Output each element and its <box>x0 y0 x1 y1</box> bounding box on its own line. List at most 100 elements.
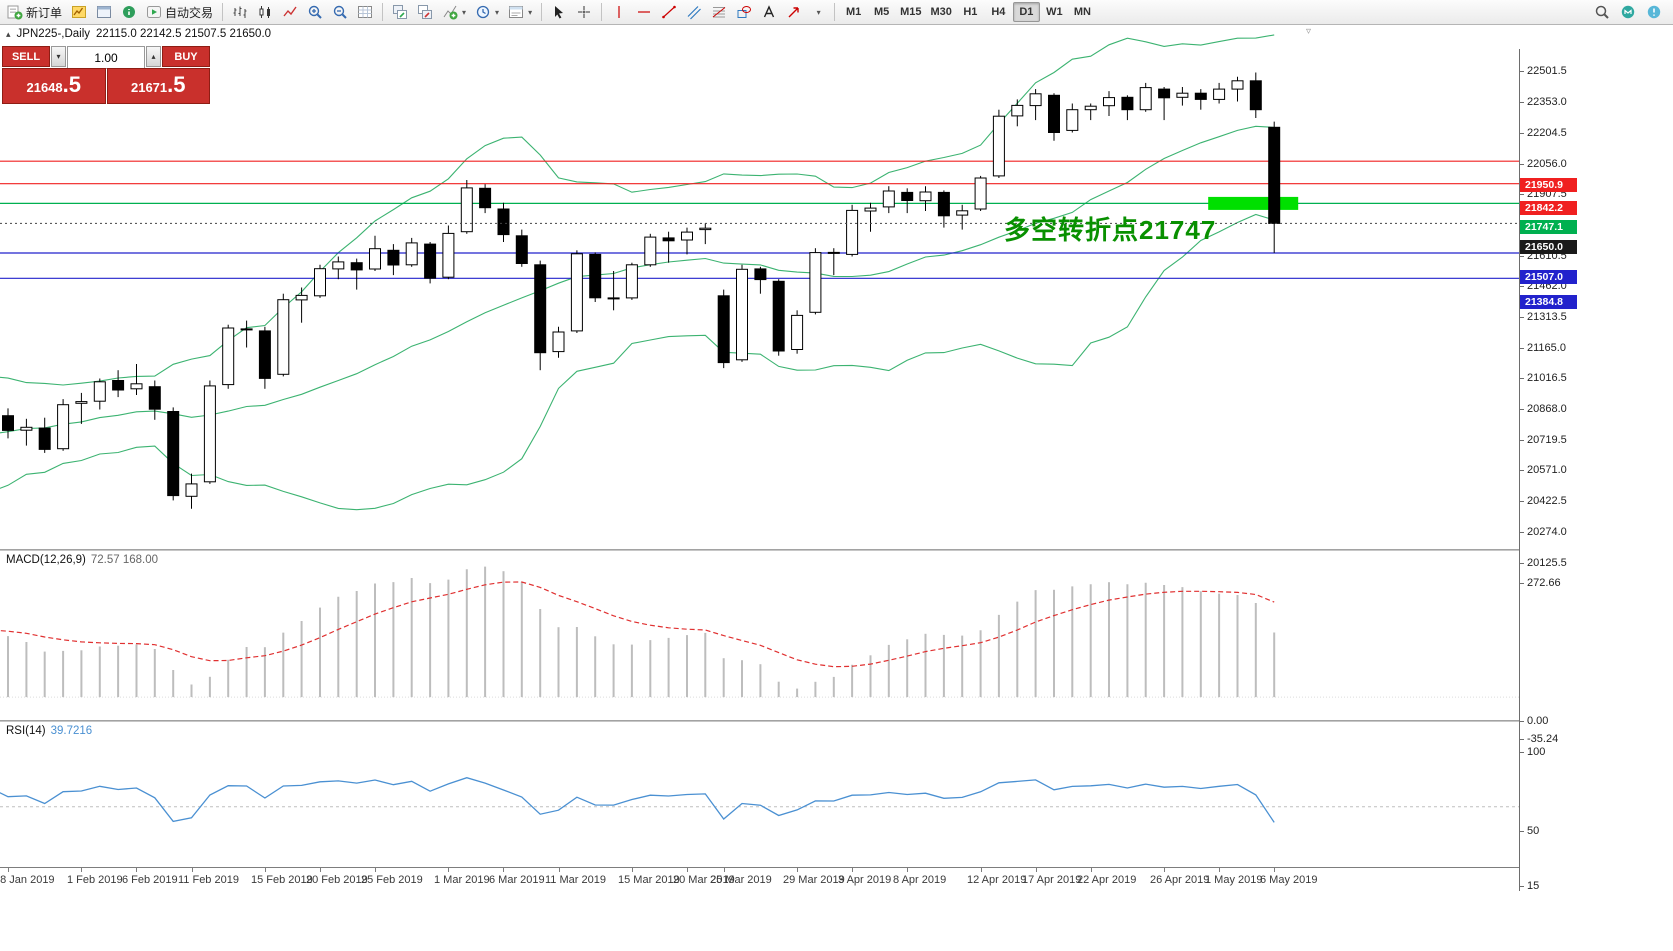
buy-button[interactable]: BUY <box>162 46 210 67</box>
timeframe-m5-button[interactable]: M5 <box>868 2 895 22</box>
date-tick <box>192 868 193 872</box>
toolbar-separator <box>382 3 384 21</box>
timeframe-d1-button[interactable]: D1 <box>1012 2 1040 22</box>
bar-chart-mode-button[interactable] <box>228 2 252 23</box>
candle-body <box>1176 92 1189 98</box>
candle-body <box>809 252 822 313</box>
channel-tool-button[interactable] <box>682 2 706 23</box>
annotation-text[interactable]: 多空转折点21747 <box>1004 215 1217 245</box>
zoom-out-button[interactable] <box>328 2 352 23</box>
shapes-tool-button[interactable] <box>732 2 756 23</box>
date-label: 1 May 2019 <box>1205 874 1263 886</box>
zoom-in-button[interactable] <box>303 2 327 23</box>
candle-body <box>625 264 638 299</box>
fibonacci-tool-button[interactable] <box>707 2 731 23</box>
candle-body <box>240 328 253 331</box>
rsi-axis-label: 50 <box>1527 824 1540 837</box>
volume-decrease-button[interactable]: ▾ <box>51 46 66 67</box>
timeframe-m15-button[interactable]: M15 <box>896 2 925 22</box>
more-drawings-button[interactable]: ▾ <box>807 2 829 23</box>
date-label: 11 Feb 2019 <box>178 874 239 886</box>
candle-body <box>515 235 528 265</box>
periods-menu-button[interactable]: ▾ <box>471 2 503 23</box>
strategy-tester-button[interactable] <box>117 2 141 23</box>
timeframe-h4-button[interactable]: H4 <box>985 2 1012 22</box>
date-tick <box>981 868 982 872</box>
price-axis-label: 22056.0 <box>1527 157 1567 170</box>
macd-canvas[interactable] <box>0 551 1519 720</box>
axis-tick <box>1520 164 1524 165</box>
cursor-tool-button[interactable] <box>547 2 571 23</box>
sell-price-box[interactable]: 21648.5 <box>2 68 106 104</box>
timeframe-m30-button[interactable]: M30 <box>926 2 955 22</box>
candle-body <box>846 209 859 255</box>
sell-button[interactable]: SELL <box>2 46 50 67</box>
algo-trading-button[interactable]: 自动交易 <box>142 2 217 23</box>
price-axis-label: 21016.5 <box>1527 372 1567 385</box>
new-chart-button[interactable] <box>388 2 412 23</box>
volume-increase-button[interactable]: ▴ <box>146 46 161 67</box>
volume-input[interactable] <box>67 46 145 69</box>
panel-splitter-1[interactable] <box>0 549 1519 551</box>
candle-body <box>974 177 987 210</box>
new-order-button[interactable]: 新订单 <box>3 2 66 23</box>
chart-shift-marker[interactable]: ▿ <box>1306 26 1312 37</box>
axis-tick <box>1520 256 1524 257</box>
candle-body <box>772 280 785 352</box>
candle-body <box>222 327 235 386</box>
candle-body <box>203 385 216 483</box>
community-badge-button[interactable] <box>1616 2 1640 23</box>
axis-tick <box>1520 501 1524 502</box>
main-chart-canvas[interactable] <box>0 25 1519 549</box>
search-button[interactable] <box>1590 2 1614 23</box>
arrows-tool-button[interactable] <box>782 2 806 23</box>
date-tick <box>1219 868 1220 872</box>
date-tick <box>907 868 908 872</box>
highlight-bar[interactable] <box>1208 196 1299 210</box>
chart-profiles-button[interactable] <box>413 2 437 23</box>
chart-symbol-title: ▴ JPN225-,Daily 22115.0 22142.5 21507.5 … <box>6 28 271 40</box>
buy-price-main: 21671 <box>130 80 168 95</box>
candle-body <box>497 208 510 236</box>
candle-body <box>1066 109 1079 131</box>
axis-tick <box>1520 752 1524 753</box>
timeframe-m1-button[interactable]: M1 <box>840 2 867 22</box>
chart-workspace: ▴ JPN225-,Daily 22115.0 22142.5 21507.5 … <box>0 25 1673 951</box>
templates-menu-button[interactable]: ▾ <box>504 2 536 23</box>
crosshair-tool-button[interactable] <box>572 2 596 23</box>
panel-splitter-2[interactable] <box>0 720 1519 722</box>
candle-chart-mode-button[interactable] <box>253 2 277 23</box>
date-tick <box>724 868 725 872</box>
text-tool-button[interactable] <box>757 2 781 23</box>
help-badge-button[interactable] <box>1642 2 1666 23</box>
candle-body <box>1011 104 1024 117</box>
price-axis-label: 20571.0 <box>1527 464 1567 477</box>
date-label: 1 Mar 2019 <box>434 874 490 886</box>
data-window-button[interactable] <box>92 2 116 23</box>
main-chart-panel: ▴ JPN225-,Daily 22115.0 22142.5 21507.5 … <box>0 25 1519 549</box>
date-label: 12 Apr 2019 <box>967 874 1027 886</box>
candle-body <box>992 115 1005 177</box>
rsi-canvas[interactable] <box>0 722 1519 867</box>
trendline-tool-button[interactable] <box>657 2 681 23</box>
vertical-line-tool-button[interactable] <box>607 2 631 23</box>
candle-body <box>369 248 381 270</box>
horizontal-line-tool-button[interactable] <box>632 2 656 23</box>
price-axis[interactable]: 22501.522353.022204.522056.021907.521759… <box>1519 49 1673 892</box>
collapse-icon[interactable]: ▴ <box>6 28 11 39</box>
candle-body <box>901 191 914 201</box>
rsi-name: RSI(14) <box>6 725 46 737</box>
timeframe-h1-button[interactable]: H1 <box>957 2 984 22</box>
timeframe-w1-button[interactable]: W1 <box>1041 2 1068 22</box>
market-watch-button[interactable] <box>67 2 91 23</box>
rsi-label: RSI(14) 39.7216 <box>6 725 92 737</box>
candle-body <box>882 190 895 208</box>
grid-toggle-button[interactable] <box>353 2 377 23</box>
date-axis[interactable]: 28 Jan 2019 1 Feb 2019 6 Feb 2019 11 Feb 20… <box>0 867 1519 892</box>
axis-tick <box>1520 831 1524 832</box>
buy-price-box[interactable]: 21671.5 <box>106 68 210 104</box>
indicators-menu-button[interactable]: ▾ <box>438 2 470 23</box>
sell-price-main: 21648 <box>26 80 63 95</box>
line-chart-mode-button[interactable] <box>278 2 302 23</box>
timeframe-mn-button[interactable]: MN <box>1069 2 1096 22</box>
